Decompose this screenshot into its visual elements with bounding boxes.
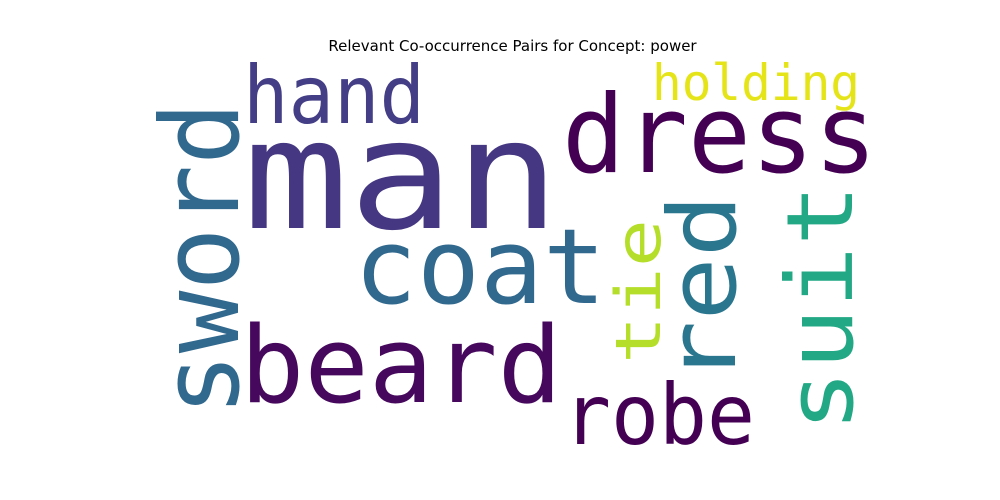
word-holding: holding xyxy=(652,54,860,112)
word-dress: dress xyxy=(562,73,877,198)
word-hand: hand xyxy=(243,49,425,142)
figure-title: Relevant Co-occurrence Pairs for Concept… xyxy=(328,37,697,55)
word-sword: sword xyxy=(139,102,264,416)
word-robe: robe xyxy=(563,366,755,464)
word-coat: coat xyxy=(354,206,606,328)
word-red: red xyxy=(649,194,758,384)
word-beard: beard xyxy=(240,304,562,427)
word-man: man xyxy=(243,87,560,264)
word-tie: tie xyxy=(602,219,675,364)
word-suit: suit xyxy=(767,184,874,432)
